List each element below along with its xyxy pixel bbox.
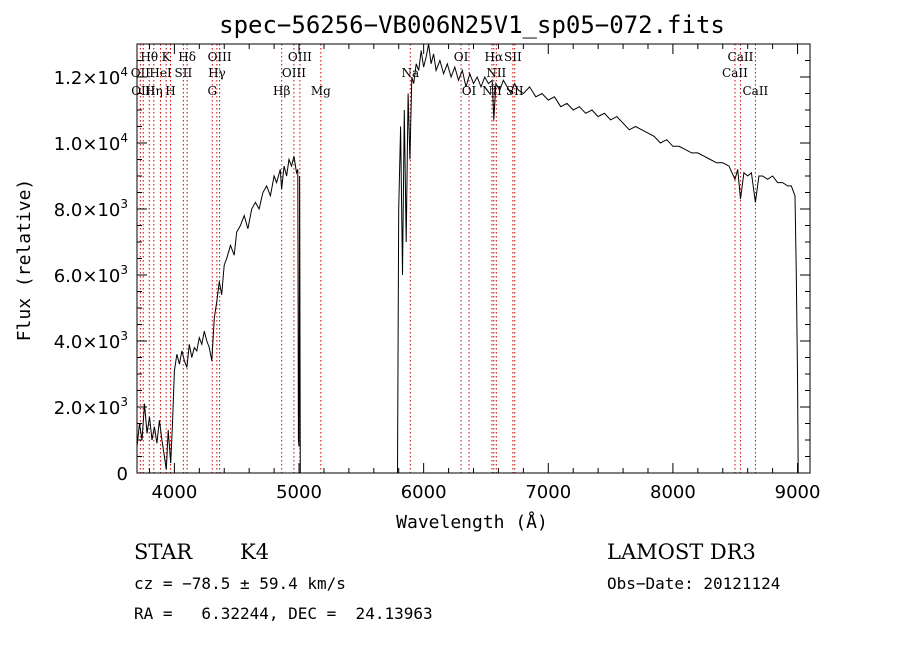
line-label-0: Hθ	[140, 50, 158, 64]
line-label-13: OIII	[282, 66, 306, 80]
line-label-15: Mg	[311, 84, 331, 98]
line-label-23: SII	[506, 84, 524, 98]
line-label-8: SII	[175, 66, 193, 80]
y-axis-label: Flux (relative)	[14, 179, 35, 342]
line-label-9: OIII	[208, 50, 232, 64]
line-label-21: NII	[486, 66, 506, 80]
y-tick-label: 1.2×104	[54, 65, 128, 89]
y-tick-label: 8.0×103	[54, 197, 128, 221]
line-label-7: Hδ	[178, 50, 196, 64]
line-label-12: OIII	[288, 50, 312, 64]
x-tick-label: 8000	[650, 482, 696, 503]
observation-date: Obs−Date: 20121124	[607, 574, 780, 593]
line-label-20: SII	[504, 50, 522, 64]
y-tick-label: 1.0×104	[54, 131, 128, 155]
line-label-19: Hα	[485, 50, 504, 64]
line-label-26: CaII	[742, 84, 768, 98]
line-label-14: Hβ	[273, 84, 290, 98]
plot-frame	[136, 43, 811, 474]
x-axis: 4000 5000 6000 7000 8000 9000	[148, 44, 821, 503]
x-tick-label: 5000	[276, 482, 322, 503]
line-label-25: CaII	[722, 66, 748, 80]
x-tick-label: 4000	[151, 482, 197, 503]
x-tick-label: 6000	[401, 482, 447, 503]
redshift-info: cz = −78.5 ± 59.4 km/s	[134, 574, 346, 593]
line-label-3: K	[162, 50, 172, 64]
object-subclass: K4	[240, 540, 269, 564]
survey-name: LAMOST DR3	[607, 540, 756, 564]
y-axis: 0 2.0×103 4.0×103 6.0×103 8.0×103 1.0×104 1.2×…	[54, 43, 810, 485]
coordinates: RA = 6.32244, DEC = 24.13963	[134, 604, 433, 623]
x-tick-label: 7000	[525, 482, 571, 503]
line-label-11: G	[207, 84, 217, 98]
line-label-6: H	[165, 84, 175, 98]
y-tick-label: 0	[117, 464, 128, 485]
line-label-5: Hη	[145, 84, 163, 98]
x-tick-label: 9000	[775, 482, 821, 503]
line-label-10: Hγ	[208, 66, 226, 80]
line-label-24: CaII	[728, 50, 754, 64]
y-tick-label: 2.0×103	[54, 395, 128, 419]
chart-title: spec−56256−VB006N25V1_sp05−072.fits	[219, 11, 725, 39]
line-label-4: HeI	[149, 66, 172, 80]
line-label-17: OI	[454, 50, 469, 64]
y-tick-label: 4.0×103	[54, 329, 128, 353]
line-label-1: OII	[131, 66, 151, 80]
line-markers	[139, 44, 756, 473]
object-class: STAR	[134, 540, 193, 564]
x-axis-label: Wavelength (Å)	[396, 511, 548, 533]
line-label-16: Na	[401, 66, 419, 80]
line-label-18: OI	[462, 84, 477, 98]
line-label-22: NII	[482, 84, 502, 98]
y-tick-label: 6.0×103	[54, 263, 128, 287]
spectrum-line	[136, 43, 799, 474]
